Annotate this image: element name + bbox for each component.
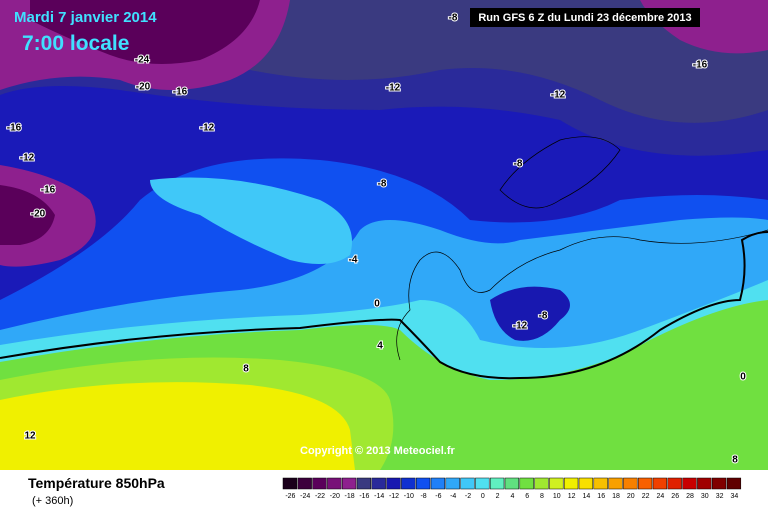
legend-swatch bbox=[282, 477, 298, 490]
legend-label: -16 bbox=[359, 493, 369, 500]
legend-label: -10 bbox=[404, 493, 414, 500]
legend-swatch bbox=[682, 477, 697, 490]
legend-swatch bbox=[711, 477, 727, 490]
legend-label: 22 bbox=[642, 493, 650, 500]
legend-swatch bbox=[460, 477, 475, 490]
copyright: Copyright © 2013 Meteociel.fr bbox=[300, 445, 456, 457]
contour-label: -16 bbox=[41, 185, 56, 196]
date-label: Mardi 7 janvier 2014 bbox=[14, 9, 157, 26]
contour-label: -20 bbox=[31, 209, 46, 220]
footer-background bbox=[0, 470, 768, 512]
legend-swatch bbox=[445, 477, 460, 490]
legend-label: 28 bbox=[686, 493, 694, 500]
legend-label: -24 bbox=[300, 493, 310, 500]
legend-swatch bbox=[312, 477, 327, 490]
legend-swatch bbox=[371, 477, 386, 490]
legend-swatch bbox=[637, 477, 653, 490]
legend-swatch bbox=[519, 477, 534, 490]
legend-swatch bbox=[386, 477, 401, 490]
legend-label: 2 bbox=[496, 493, 500, 500]
contour-label: -12 bbox=[513, 321, 528, 332]
legend-label: 30 bbox=[701, 493, 709, 500]
contour-labels: -8 -24 -20 -16 -16 -12 -12 -16 -12 -12 -8 -8 -16 -20 -… bbox=[6, 12, 747, 467]
legend-swatch bbox=[356, 477, 372, 490]
contour-label: -12 bbox=[551, 90, 566, 101]
legend-swatch bbox=[608, 477, 623, 490]
contour-label: -8 bbox=[514, 159, 523, 170]
legend-label: 4 bbox=[510, 493, 514, 500]
legend-swatch bbox=[578, 477, 594, 490]
footer-title: Température 850hPa bbox=[28, 475, 165, 491]
legend-swatch bbox=[726, 477, 742, 490]
contour-label: -4 bbox=[349, 255, 358, 266]
legend-label: 10 bbox=[553, 493, 561, 500]
legend-swatch bbox=[297, 477, 312, 490]
contour-label: -8 bbox=[539, 311, 548, 322]
footer-lead: (+ 360h) bbox=[32, 495, 73, 507]
legend-label: 12 bbox=[568, 493, 576, 500]
map-background bbox=[0, 0, 768, 470]
contour-label: -24 bbox=[135, 55, 150, 66]
legend-label: 14 bbox=[583, 493, 591, 500]
legend-label: -8 bbox=[420, 493, 426, 500]
legend-swatch bbox=[327, 477, 342, 490]
legend-swatch bbox=[430, 477, 446, 490]
legend-swatch bbox=[415, 477, 431, 490]
contour-label: -16 bbox=[693, 60, 708, 71]
legend-label: 32 bbox=[716, 493, 724, 500]
contour-label: 8 bbox=[732, 455, 738, 466]
legend-swatch bbox=[652, 477, 668, 490]
legend-swatch bbox=[667, 477, 682, 490]
legend-label: -2 bbox=[465, 493, 471, 500]
legend-swatch bbox=[549, 477, 564, 490]
contour-label: 0 bbox=[374, 299, 380, 310]
contour-label: -8 bbox=[449, 13, 458, 24]
legend-label: -14 bbox=[374, 493, 384, 500]
time-label: 7:00 locale bbox=[22, 32, 129, 55]
legend-label: 16 bbox=[597, 493, 605, 500]
legend-label: -12 bbox=[389, 493, 399, 500]
legend-label: -22 bbox=[315, 493, 325, 500]
contour-label: -16 bbox=[7, 123, 22, 134]
legend-swatch bbox=[341, 477, 357, 490]
contour-label: -16 bbox=[173, 87, 188, 98]
legend-swatch bbox=[504, 477, 520, 490]
legend-label: 6 bbox=[525, 493, 529, 500]
legend-swatch bbox=[593, 477, 608, 490]
contour-label: -12 bbox=[20, 153, 35, 164]
legend-swatch bbox=[697, 477, 712, 490]
contour-label: 0 bbox=[740, 372, 746, 383]
run-label: Run GFS 6 Z du Lundi 23 décembre 2013 bbox=[478, 12, 691, 24]
legend-swatch bbox=[563, 477, 579, 490]
legend-swatch bbox=[489, 477, 505, 490]
contour-label: -8 bbox=[378, 179, 387, 190]
legend-label: -18 bbox=[345, 493, 355, 500]
legend-swatch bbox=[623, 477, 638, 490]
legend-label: 0 bbox=[481, 493, 485, 500]
legend-label: 8 bbox=[540, 493, 544, 500]
color-legend: -26 -24 -22 -20 -18 -16 -14 -12 -10 -8 -6 -4 -2 0 2 4 6 8… bbox=[282, 477, 742, 500]
run-box bbox=[470, 8, 700, 27]
legend-label: 18 bbox=[612, 493, 620, 500]
legend-label: -6 bbox=[435, 493, 441, 500]
legend-label: 26 bbox=[671, 493, 679, 500]
contour-label: -12 bbox=[200, 123, 215, 134]
contour-label: -20 bbox=[136, 82, 151, 93]
legend-label: 24 bbox=[657, 493, 665, 500]
legend-label: 20 bbox=[627, 493, 635, 500]
contour-label: 8 bbox=[243, 364, 249, 375]
legend-swatch bbox=[401, 477, 416, 490]
legend-swatch bbox=[534, 477, 549, 490]
contour-label: 12 bbox=[24, 431, 36, 442]
legend-swatch bbox=[475, 477, 490, 490]
legend-label: -4 bbox=[450, 493, 456, 500]
contour-label: -12 bbox=[386, 83, 401, 94]
legend-label: -26 bbox=[285, 493, 295, 500]
legend-label: 34 bbox=[731, 493, 739, 500]
contour-label: 4 bbox=[377, 341, 383, 352]
legend-label: -20 bbox=[330, 493, 340, 500]
